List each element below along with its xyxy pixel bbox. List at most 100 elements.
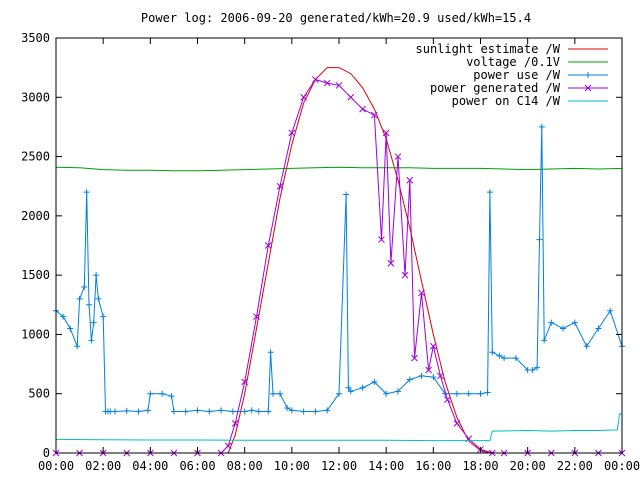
series-2-point-19 [144,407,151,414]
x-tick-label-10: 20:00 [510,459,546,473]
y-tick-label-1: 500 [28,387,50,401]
y-tick-label-3: 1500 [21,268,50,282]
series-2-point-51 [430,374,437,381]
series-3-point-12 [264,242,272,249]
series-2-point-34 [269,390,276,397]
series-2-point-6 [83,189,90,196]
series-2-point-9 [90,319,97,326]
legend-label-0: sunlight estimate /W [416,42,561,56]
series-2-point-12 [100,313,107,320]
x-tick-label-3: 06:00 [179,459,215,473]
series-2-point-57 [486,189,493,196]
series-2-point-71 [583,343,590,350]
series-3-point-31 [429,342,437,350]
series-2-point-72 [595,325,602,332]
series-2-point-18 [135,408,142,415]
series-2-point-36 [284,404,291,411]
series-0-line [227,67,491,454]
series-2-point-32 [265,408,272,415]
series-3-point-24 [387,259,395,267]
series-3-point-20 [359,105,366,113]
series-2-point-3 [74,343,81,350]
series-2-point-64 [534,364,541,371]
x-tick-label-7: 14:00 [368,459,404,473]
series-2-point-50 [418,372,425,379]
series-2-point-60 [501,355,508,362]
series-2 [53,123,625,415]
series-3-point-9 [231,420,239,427]
series-3-point-19 [347,93,355,101]
series-3-point-15 [300,93,307,101]
series-2-point-8 [88,337,95,344]
series-3-point-25 [394,153,402,160]
series-2-point-53 [453,390,460,397]
x-tick-label-4: 08:00 [227,459,263,473]
x-tick-label-9: 18:00 [462,459,498,473]
series-4 [55,413,622,442]
series-2-point-38 [300,408,307,415]
series-3-point-30 [425,366,432,374]
series-2-point-16 [111,408,118,415]
series-3-point-23 [382,129,390,137]
series-2-point-20 [147,390,154,397]
series-2-point-29 [241,408,248,415]
series-2-point-73 [607,307,614,314]
x-tick-label-1: 02:00 [85,459,121,473]
legend-label-3: power generated /W [430,81,561,95]
series-2-point-59 [496,352,503,359]
series-3-point-34 [453,420,461,427]
series-3-point-18 [335,82,343,89]
legend-marker-3 [584,84,592,92]
chart-title: Power log: 2006-09-20 generated/kWh=20.9… [141,11,531,25]
series-2-point-11 [95,295,102,302]
series-2-point-30 [248,407,255,414]
x-tick-label-12: 00:00 [604,459,640,473]
y-tick-label-5: 2500 [21,150,50,164]
series-3-point-22 [378,236,385,243]
series-2-point-1 [60,313,67,320]
series-2-point-2 [67,325,74,332]
series-2-point-67 [541,337,548,344]
series-2-point-31 [255,408,262,415]
series-2-point-42 [343,191,350,198]
series-3-point-8 [224,442,232,450]
series-2-point-21 [159,390,166,397]
series-0 [227,67,491,454]
x-tick-label-8: 16:00 [415,459,451,473]
series-2-point-46 [371,378,378,385]
y-tick-label-0: 0 [43,446,50,460]
series-2-point-44 [347,388,354,395]
series-4-line [55,413,622,442]
series-2-point-24 [182,408,189,415]
series-2-point-4 [76,295,83,302]
series-3-point-32 [437,372,444,380]
series-2-point-40 [324,407,331,414]
y-tick-label-4: 2000 [21,209,50,223]
series-2-point-37 [288,407,295,414]
series-2-point-66 [538,123,545,130]
series-3-point-28 [411,354,418,362]
legend-label-2: power use /W [473,68,560,82]
series-3-point-21 [371,111,378,119]
series-2-point-5 [81,284,88,290]
series-2-point-49 [406,376,413,383]
series-2-point-63 [529,367,536,373]
series-2-point-26 [206,408,213,415]
series-2-point-22 [168,393,175,400]
series-2-point-43 [345,384,352,391]
series-3-point-10 [241,378,249,386]
series-1 [55,166,623,172]
series-3-point-11 [253,313,260,320]
series-3-point-29 [418,289,425,297]
axis-layer: 0 500 1000 1500 2000 2500 3000 3500 00:00 02:00 04… [21,31,640,473]
x-tick-label-2: 04:00 [132,459,168,473]
x-tick-label-6: 12:00 [321,459,357,473]
series-2-point-55 [477,390,484,397]
series-2-point-33 [267,349,274,356]
series-2-point-35 [277,390,284,397]
series-2-point-54 [465,390,472,397]
series-2-point-70 [571,319,578,326]
series-3-point-26 [401,271,409,279]
